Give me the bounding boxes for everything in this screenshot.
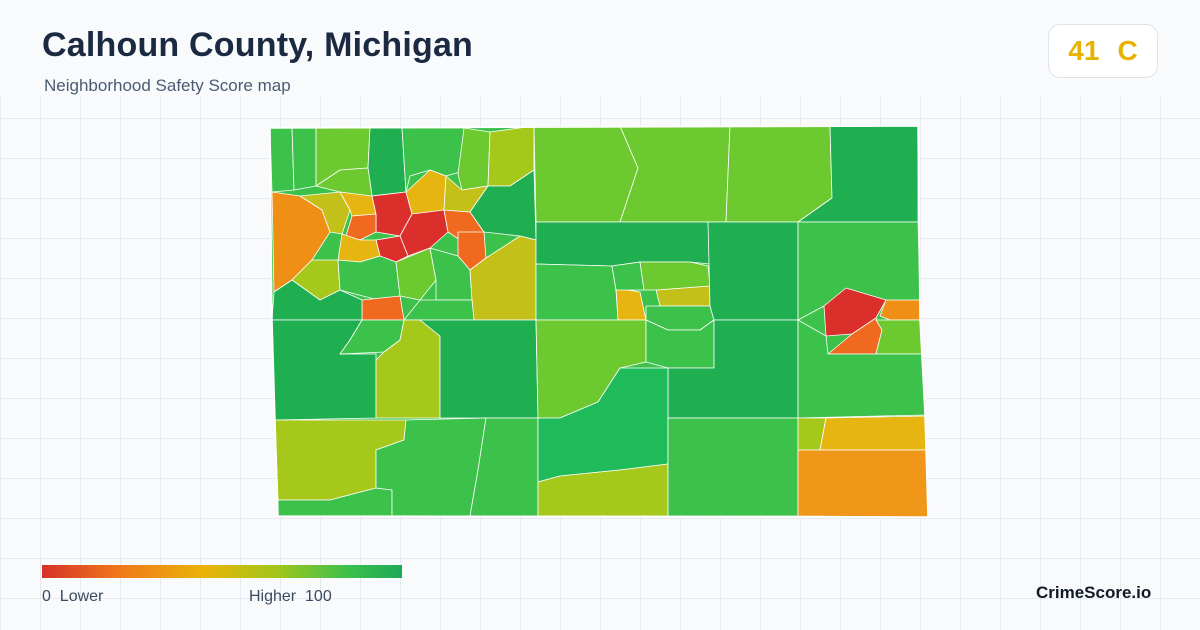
- map-region[interactable]: [639, 261, 711, 291]
- map-region[interactable]: [619, 125, 731, 223]
- map-region[interactable]: [345, 213, 377, 241]
- map-region[interactable]: [535, 263, 619, 321]
- legend-max: Higher 100: [249, 588, 332, 606]
- map-region[interactable]: [367, 127, 407, 197]
- map-region[interactable]: [797, 449, 929, 518]
- page-title: Calhoun County, Michigan: [42, 26, 474, 64]
- page-subtitle: Neighborhood Safety Score map: [44, 76, 291, 95]
- map-region[interactable]: [819, 415, 927, 451]
- county-outline: [269, 125, 929, 518]
- header-band: [0, 0, 1200, 96]
- map-region[interactable]: [291, 127, 317, 191]
- map-region[interactable]: [269, 127, 295, 193]
- map-region[interactable]: [875, 319, 923, 355]
- map-region[interactable]: [611, 261, 645, 291]
- map-region[interactable]: [457, 127, 491, 191]
- legend-max-label: Higher: [249, 588, 297, 605]
- map-region[interactable]: [395, 247, 437, 301]
- map-region[interactable]: [667, 417, 799, 517]
- score-grade: C: [1117, 35, 1138, 66]
- score-badge: 41 C: [1048, 24, 1158, 78]
- map-region[interactable]: [725, 125, 833, 223]
- map-region[interactable]: [535, 221, 711, 267]
- legend-min-label: Lower: [59, 588, 104, 605]
- map-region[interactable]: [533, 125, 639, 223]
- map-region[interactable]: [361, 295, 405, 321]
- legend-color-bar: [42, 565, 402, 578]
- score-value: 41: [1068, 35, 1100, 66]
- map-region[interactable]: [879, 299, 921, 321]
- legend-min: 0 Lower: [42, 588, 103, 606]
- legend-max-value: 100: [305, 588, 332, 605]
- map-region[interactable]: [707, 221, 799, 321]
- legend-min-value: 0: [42, 588, 51, 605]
- brand-logo-text[interactable]: CrimeScore.io: [1036, 583, 1152, 602]
